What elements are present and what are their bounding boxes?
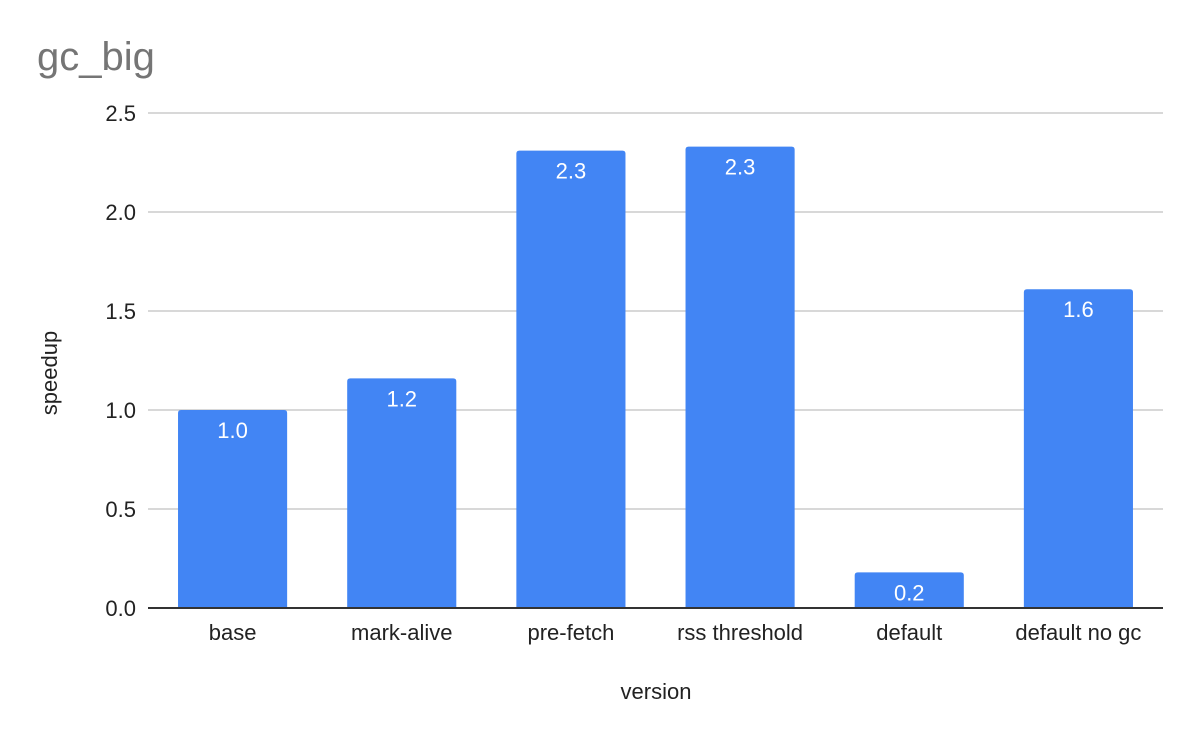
x-tick-label: rss threshold — [677, 620, 803, 645]
bar — [347, 378, 457, 608]
x-axis-title: version — [621, 679, 692, 704]
bar — [854, 572, 964, 608]
bar-data-label: 1.2 — [386, 386, 417, 411]
x-tick-label: default — [876, 620, 942, 645]
y-tick-label: 1.0 — [105, 398, 136, 423]
bar-data-label: 2.3 — [725, 155, 756, 180]
gridlines — [148, 112, 1163, 510]
chart-title: gc_big — [37, 35, 155, 79]
bar — [685, 146, 795, 608]
bar-data-label: 2.3 — [556, 159, 587, 184]
bar — [516, 150, 626, 608]
x-tick-label: default no gc — [1015, 620, 1141, 645]
x-axis-ticks: base mark-alive pre-fetch rss threshold defa… — [209, 620, 1142, 645]
bars: 1.0 1.2 2.3 2.3 0.2 1.6 — [178, 146, 1133, 608]
y-axis-ticks: 0.0 0.5 1.0 1.5 2.0 2.5 — [105, 101, 136, 621]
x-tick-label: mark-alive — [351, 620, 452, 645]
bar-data-label: 0.2 — [894, 580, 925, 605]
bar — [178, 410, 288, 608]
y-axis-title: speedup — [37, 331, 62, 415]
bar-data-label: 1.0 — [217, 418, 248, 443]
y-tick-label: 2.5 — [105, 101, 136, 126]
y-tick-label: 1.5 — [105, 299, 136, 324]
x-tick-label: pre-fetch — [528, 620, 615, 645]
bar — [1023, 289, 1133, 608]
y-tick-label: 0.5 — [105, 497, 136, 522]
x-tick-label: base — [209, 620, 257, 645]
bar-data-label: 1.6 — [1063, 297, 1094, 322]
y-tick-label: 0.0 — [105, 596, 136, 621]
y-tick-label: 2.0 — [105, 200, 136, 225]
